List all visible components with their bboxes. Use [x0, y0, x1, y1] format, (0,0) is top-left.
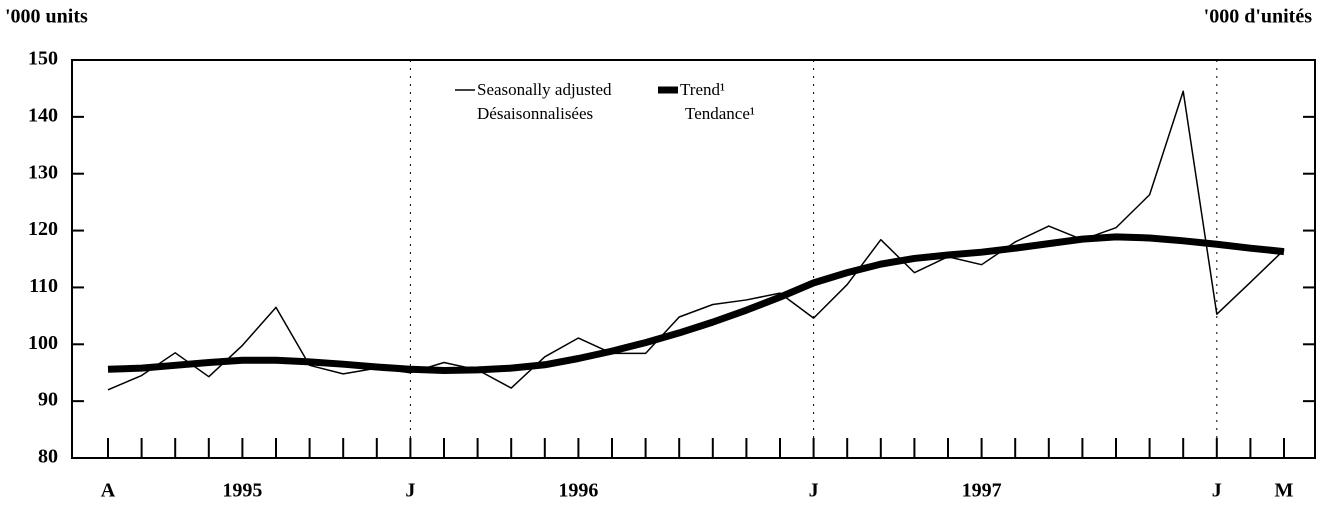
- y-tick-label: 110: [29, 275, 58, 297]
- legend-label: Seasonally adjusted: [477, 80, 612, 99]
- plot-frame: [71, 59, 1316, 459]
- x-tick-label: 1997: [962, 480, 1002, 502]
- series-line: [107, 233, 1285, 374]
- y-tick-label: 90: [38, 389, 58, 411]
- y-label-right: '000 d'unités: [1204, 6, 1313, 28]
- y-tick-label: 80: [38, 446, 58, 468]
- x-tick-label: J: [809, 480, 819, 502]
- x-tick-label: A: [101, 480, 116, 502]
- x-tick-label: J: [405, 480, 415, 502]
- y-tick-label: 140: [28, 104, 58, 126]
- x-tick-label: 1995: [222, 480, 262, 502]
- y-tick-label: 120: [28, 218, 58, 240]
- y-tick-label: 100: [28, 332, 58, 354]
- legend-label: Tendance¹: [685, 104, 755, 123]
- legend-label: Désaisonnalisées: [477, 104, 593, 123]
- y-tick-label: 150: [28, 48, 58, 70]
- y-tick-label: 130: [28, 161, 58, 183]
- y-label-left: '000 units: [5, 6, 88, 28]
- legend-label: Trend¹: [680, 80, 725, 99]
- x-tick-label: M: [1275, 480, 1294, 502]
- x-tick-label: 1996: [558, 480, 598, 502]
- x-tick-label: J: [1212, 480, 1222, 502]
